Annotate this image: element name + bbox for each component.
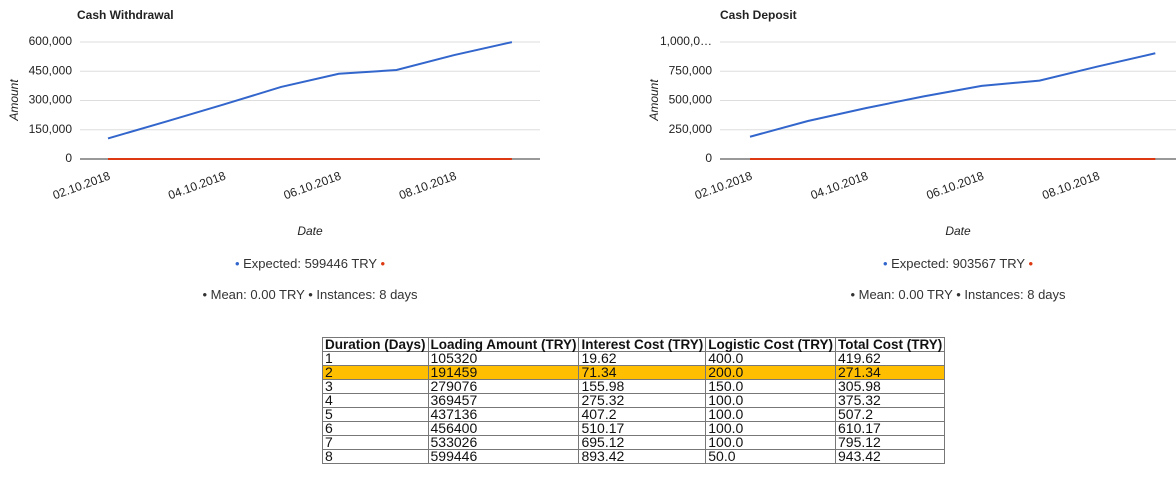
column-header: Duration (Days) (322, 337, 429, 352)
table-cell: 19.62 (578, 351, 707, 366)
stat-text: Instances: 8 days (964, 287, 1066, 302)
y-tick-label: 600,000 (29, 34, 73, 48)
stat-text: Mean: 0.00 TRY (211, 287, 306, 302)
column-header: Total Cost (TRY) (834, 337, 946, 352)
table-row: 7 533026 695.12 100.0 795.12 (322, 435, 946, 450)
table-cell: 893.42 (578, 449, 707, 464)
legend-text: Expected: 599446 TRY (243, 256, 377, 271)
stats: • Mean: 0.00 TRY • Instances: 8 days (202, 287, 418, 302)
table-cell: 3 (322, 379, 429, 394)
legend-marker: • (235, 256, 243, 271)
table-cell: 375.32 (834, 393, 946, 408)
x-tick-label: 06.10.2018 (924, 169, 986, 203)
x-tick-label: 02.10.2018 (693, 169, 755, 203)
series-line (107, 41, 513, 140)
stat-text: Instances: 8 days (316, 287, 418, 302)
table-cell: 795.12 (834, 435, 946, 450)
column-header: Loading Amount (TRY) (427, 337, 580, 352)
table-row: 2 191459 71.34 200.0 271.34 (322, 365, 946, 380)
chart-title: Cash Withdrawal (77, 8, 174, 22)
y-tick-label: 450,000 (29, 63, 73, 77)
table-cell: 2 (322, 365, 429, 380)
legend-marker: • (883, 256, 891, 271)
table-cell: 400.0 (705, 351, 836, 366)
table-cell: 599446 (427, 449, 580, 464)
table-cell: 1 (322, 351, 429, 366)
table-row: 8 599446 893.42 50.0 943.42 (322, 449, 946, 464)
y-tick-label: 300,000 (29, 93, 73, 107)
table-cell: 610.17 (834, 421, 946, 436)
x-tick-label: 08.10.2018 (397, 169, 459, 203)
bullet: • (202, 287, 210, 302)
x-tick-label: 06.10.2018 (282, 169, 344, 203)
header-row: Duration (Days) Loading Amount (TRY) Inter… (322, 337, 946, 352)
table-cell: 7 (322, 435, 429, 450)
stat-text: Mean: 0.00 TRY (859, 287, 954, 302)
x-axis-label: Date (297, 224, 323, 238)
x-tick-label: 08.10.2018 (1040, 169, 1102, 203)
table-row: 6 456400 510.17 100.0 610.17 (322, 421, 946, 436)
table-cell: 8 (322, 449, 429, 464)
legend-marker: • (377, 256, 386, 271)
legend: • Expected: 903567 TRY • (883, 256, 1034, 271)
legend-marker: • (1025, 256, 1034, 271)
bullet: • (953, 287, 965, 302)
x-tick-label: 04.10.2018 (809, 169, 871, 203)
charts: Cash Withdrawal 0 150,000 300,000 450,000 600… (7, 8, 1176, 302)
table-cell: 150.0 (705, 379, 836, 394)
y-tick-label: 0 (65, 151, 72, 165)
table-cell: 456400 (427, 421, 580, 436)
table-row: 1 105320 19.62 400.0 419.62 (322, 351, 946, 366)
table-cell: 4 (322, 393, 429, 408)
bullet: • (305, 287, 317, 302)
series-line (749, 52, 1156, 138)
cost-table: Duration (Days) Loading Amount (TRY) Inter… (322, 337, 946, 464)
table-cell: 5 (322, 407, 429, 422)
x-tick-label: 04.10.2018 (166, 169, 228, 203)
table-cell: 50.0 (705, 449, 836, 464)
column-header: Logistic Cost (TRY) (705, 337, 836, 352)
table-cell: 507.2 (834, 407, 946, 422)
x-tick-label: 02.10.2018 (51, 169, 113, 203)
y-tick-label: 250,000 (669, 122, 713, 136)
y-tick-label: 150,000 (29, 122, 73, 136)
stats: • Mean: 0.00 TRY • Instances: 8 days (850, 287, 1066, 302)
chart-title: Cash Deposit (720, 8, 797, 22)
table-cell: 943.42 (834, 449, 946, 464)
table-cell: 200.0 (705, 365, 836, 380)
y-tick-label: 500,000 (669, 93, 713, 107)
y-axis-label: Amount (647, 79, 661, 122)
table-cell: 6 (322, 421, 429, 436)
table-cell: 437136 (427, 407, 580, 422)
bullet: • (850, 287, 858, 302)
legend: • Expected: 599446 TRY • (235, 256, 386, 271)
y-tick-label: 0 (705, 151, 712, 165)
y-tick-label: 1,000,0… (660, 34, 712, 48)
legend-text: Expected: 903567 TRY (891, 256, 1025, 271)
y-axis-label: Amount (7, 79, 21, 122)
column-header: Interest Cost (TRY) (578, 337, 707, 352)
y-tick-label: 750,000 (669, 63, 713, 77)
x-axis-label: Date (945, 224, 971, 238)
